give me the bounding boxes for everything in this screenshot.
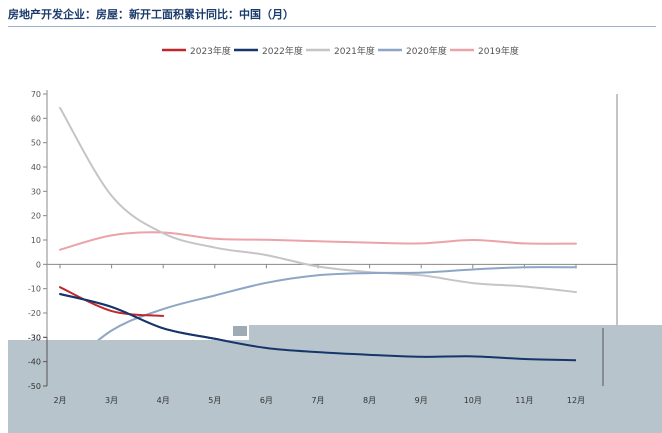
legend-label: 2021年度 [334, 45, 375, 57]
y-tick-label: -20 [28, 309, 41, 318]
chart-legend: 2023年度 2022年度 2021年度 2020年度 2019年度 [162, 45, 519, 57]
x-tick-label: 3月 [105, 396, 118, 405]
y-tick-label: -50 [28, 382, 41, 391]
legend-item-1: 2022年度 [234, 45, 303, 57]
legend-label: 2023年度 [190, 45, 231, 57]
chart-title: 房地产开发企业：房屋：新开工面积累计同比：中国（月） [8, 8, 294, 21]
legend-label: 2019年度 [478, 45, 519, 57]
series-line-1-front [59, 293, 577, 362]
y-tick-label: 0 [36, 260, 41, 269]
y-tick-label: 70 [31, 90, 41, 99]
series-line-0 [59, 286, 165, 317]
y-tick-label: 10 [31, 236, 41, 245]
title-divider [8, 26, 656, 27]
legend-label: 2022年度 [262, 45, 303, 57]
x-tick-label: 11月 [515, 396, 533, 405]
y-tick-label: 60 [31, 114, 41, 123]
y-tick-label: -40 [28, 358, 41, 367]
legend-item-0: 2023年度 [162, 45, 231, 57]
series-line-2 [59, 106, 577, 294]
x-tick-label: 2月 [53, 396, 66, 405]
x-tick-label: 12月 [567, 396, 585, 405]
x-tick-label: 10月 [464, 396, 482, 405]
x-tick-label: 4月 [157, 396, 170, 405]
legend-item-3: 2020年度 [378, 45, 447, 57]
x-tick-label: 7月 [311, 396, 324, 405]
y-tick-label: 50 [31, 139, 41, 148]
x-tick-label: 5月 [208, 396, 221, 405]
x-tick-label: 8月 [363, 396, 376, 405]
legend-item-2: 2021年度 [306, 45, 375, 57]
series-line-4 [59, 231, 577, 251]
overlay-bottom-block [8, 340, 662, 433]
y-tick-label: 30 [31, 187, 41, 196]
y-tick-label: -30 [28, 333, 41, 342]
y-tick-label: -30 [28, 333, 41, 342]
foreground-layer: -30 -40 -50 2月 3月 4月 5月 6月 7月 8月 9月 10月 11月 12月 [28, 293, 585, 405]
y-tick-label: 40 [31, 163, 41, 172]
x-tick-label: 6月 [260, 396, 273, 405]
legend-label: 2020年度 [406, 45, 447, 57]
y-tick-label: -10 [28, 285, 41, 294]
occlusion-overlay: -30 -40 -50 2月 3月 4月 5月 6月 7月 8月 9月 10月 11月 12月 [8, 293, 662, 433]
y-tick-label: 20 [31, 212, 41, 221]
overlay-top-block [249, 325, 662, 342]
legend-item-4: 2019年度 [450, 45, 519, 57]
overlay-artifact [233, 326, 247, 336]
x-tick-label: 9月 [415, 396, 428, 405]
